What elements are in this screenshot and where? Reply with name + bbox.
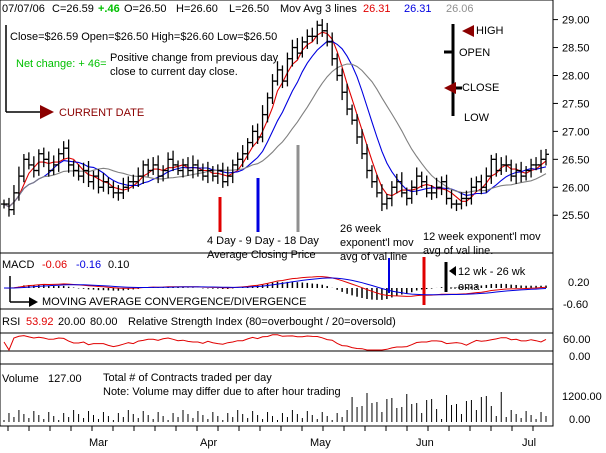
- net-change-note: Net change: + 46=: [16, 58, 107, 70]
- volume-desc-2: Note: Volume may differ due to after hou…: [103, 386, 341, 398]
- header-change: +.46: [98, 3, 120, 15]
- price-y-axis: 29.00 28.50 28.00 27.50 27.00 26.50 26.00 25.50: [553, 15, 590, 222]
- price-y-tick-label: 27.50: [562, 98, 590, 110]
- ohlc-legend: HIGH OPEN CLOSE LOW: [444, 24, 504, 124]
- price-y-tick-label: 28.00: [562, 70, 590, 82]
- moving-average-line: [3, 63, 547, 208]
- net-change-desc-2: close to current day close.: [110, 66, 238, 78]
- rsi-v3: 80.00: [90, 316, 118, 328]
- rsi-label: RSI: [2, 316, 20, 328]
- volume-value: 127.00: [48, 373, 82, 385]
- header-low: L=26.50: [229, 3, 269, 15]
- ma-desc-label: Average Closing Price: [207, 249, 316, 261]
- x-axis: Mar Apr May Jun Jul: [7, 426, 536, 449]
- macd-diff-arrow-icon: [449, 266, 456, 276]
- price-y-tick-label: 26.50: [562, 154, 590, 166]
- ema26-line-2: exponent'l mov: [340, 237, 414, 249]
- legend-open: OPEN: [459, 47, 490, 59]
- price-y-tick-label: 27.00: [562, 126, 590, 138]
- price-bars: [1, 19, 549, 217]
- rsi-desc: Relative Strength Index (80=overbought /…: [128, 316, 396, 328]
- x-month-label: Jul: [522, 437, 536, 449]
- rsi-plot: [3, 334, 547, 352]
- macd-diff-label: 12 wk - 26 wk: [458, 266, 526, 278]
- macd-v2: -0.16: [76, 259, 101, 271]
- macd-v3: 0.10: [108, 259, 129, 271]
- macd-v1: -0.06: [42, 259, 67, 271]
- macd-name: MOVING AVERAGE CONVERGENCE/DIVERGENCE: [42, 296, 306, 308]
- header-date: 07/07/06: [2, 3, 45, 15]
- price-y-tick-label: 29.00: [562, 15, 590, 27]
- macd-plot: [3, 276, 547, 300]
- legend-low: LOW: [464, 112, 490, 124]
- legend-arrow-high-icon: [462, 25, 474, 37]
- current-date-label: CURRENT DATE: [59, 107, 144, 119]
- legend-close: CLOSE: [462, 82, 499, 94]
- ema12-line-1: 12 week exponent'l mov: [423, 231, 541, 243]
- rsi-tick-0: 60.00: [563, 334, 591, 346]
- macd-tick-1: -0.60: [563, 299, 588, 311]
- rsi-v1: 53.92: [26, 316, 54, 328]
- macd-diff-label-2: ema: [458, 281, 480, 293]
- ema26-line-3: avg of val line: [340, 251, 407, 263]
- price-y-tick-label: 26.00: [562, 182, 590, 194]
- volume-tick-1: 0.00: [569, 414, 590, 426]
- legend-arrow-close-icon: [444, 82, 456, 94]
- rsi-line: [3, 334, 547, 352]
- header-mov-avg: Mov Avg 3 lines: [280, 3, 357, 15]
- price-y-tick-label: 25.50: [562, 210, 590, 222]
- ema26-line-1: 26 week: [340, 223, 381, 235]
- volume-tick-0: 1200.00: [562, 391, 602, 403]
- x-month-label: Apr: [200, 437, 217, 449]
- ma-days-label: 4 Day - 9 Day - 18 Day: [207, 235, 319, 247]
- ohlc-note: Close=$26.59 Open=$26.50 High=$26.60 Low…: [10, 31, 277, 43]
- volume-label: Volume: [2, 373, 39, 385]
- header-close: C=26.59: [52, 3, 94, 15]
- macd-tick-0: 0.20: [568, 277, 589, 289]
- macd-label: MACD: [2, 259, 34, 271]
- rsi-tick-1: 0.00: [569, 351, 590, 363]
- header-high: H=26.60: [176, 3, 218, 15]
- header-ma1: 26.31: [363, 3, 391, 15]
- x-month-label: May: [310, 437, 331, 449]
- net-change-desc-1: Positive change from previous day: [110, 52, 279, 64]
- rsi-v2: 20.00: [58, 316, 86, 328]
- price-y-tick-label: 28.50: [562, 43, 590, 55]
- volume-desc-1: Total # of Contracts traded per day: [103, 372, 272, 384]
- ema12-line-2: avg of val line.: [423, 245, 493, 257]
- volume-plot: [3, 392, 547, 422]
- macd-signal-line: [4, 277, 547, 296]
- legend-high: HIGH: [476, 25, 504, 37]
- header-ma3: 26.06: [446, 3, 474, 15]
- current-date-arrow-icon: [40, 105, 54, 119]
- header-ma2: 26.31: [404, 3, 432, 15]
- x-month-label: Jun: [416, 437, 434, 449]
- header-open: O=26.50: [124, 3, 167, 15]
- x-month-label: Mar: [89, 437, 108, 449]
- macd-arrow-icon: [29, 297, 38, 307]
